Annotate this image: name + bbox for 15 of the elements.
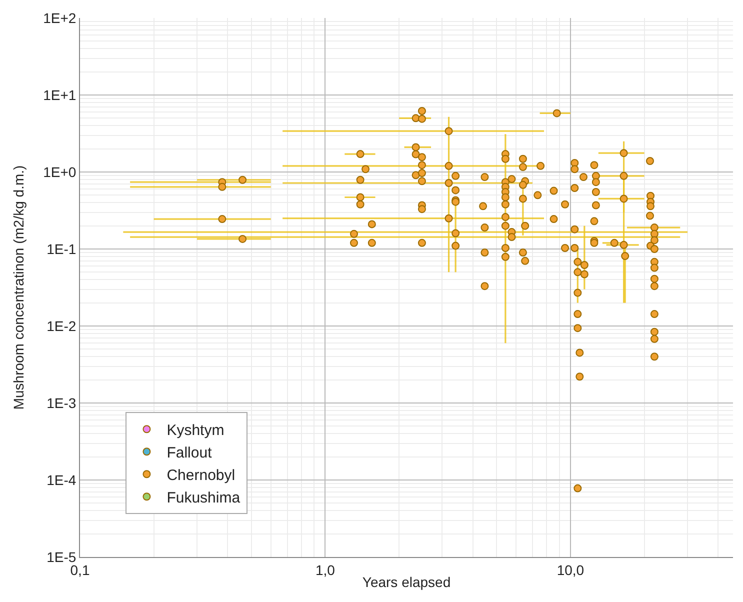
legend-label: Fukushima bbox=[166, 489, 241, 506]
y-tick-label: 1E+1 bbox=[43, 86, 76, 103]
y-tick-label: 1E+0 bbox=[43, 164, 76, 180]
x-tick-label: 1,0 bbox=[315, 562, 336, 578]
legend-label: Chernobyl bbox=[166, 466, 236, 484]
legend-label: Kyshtym bbox=[166, 422, 224, 439]
y-axis-title: Mushroom concentratinon (m2/kg d.m.) bbox=[10, 165, 27, 410]
x-axis-title: Years elapsed bbox=[362, 574, 451, 590]
legend-label: Fallout bbox=[166, 444, 213, 462]
y-tick-label: 1E-1 bbox=[46, 240, 76, 257]
y-tick-label: 1E-3 bbox=[46, 394, 76, 411]
x-tick-label: 10,0 bbox=[556, 562, 584, 578]
y-tick-label: 1E-4 bbox=[46, 472, 76, 488]
y-tick-label: 1E+2 bbox=[43, 10, 76, 26]
y-tick-label: 1E-2 bbox=[46, 318, 76, 334]
